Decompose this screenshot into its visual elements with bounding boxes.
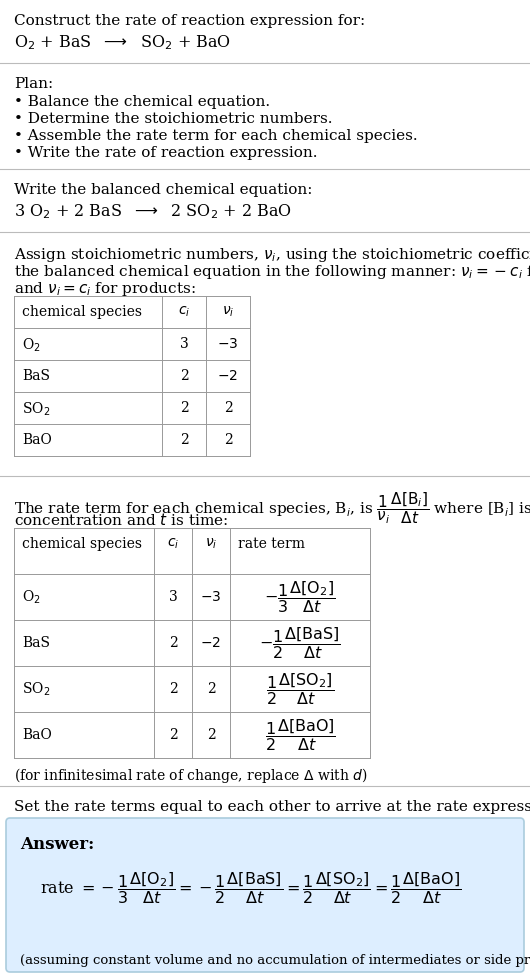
Text: Write the balanced chemical equation:: Write the balanced chemical equation: <box>14 183 313 197</box>
Text: Assign stoichiometric numbers, $\nu_i$, using the stoichiometric coefficients, $: Assign stoichiometric numbers, $\nu_i$, … <box>14 246 530 264</box>
Text: $c_i$: $c_i$ <box>178 305 190 319</box>
Text: 2: 2 <box>169 636 178 650</box>
Text: $\nu_i$: $\nu_i$ <box>205 537 217 551</box>
Text: O$_2$: O$_2$ <box>22 589 41 606</box>
Text: 2: 2 <box>224 401 232 415</box>
Text: $-2$: $-2$ <box>217 369 238 383</box>
Text: • Determine the stoichiometric numbers.: • Determine the stoichiometric numbers. <box>14 112 332 126</box>
Text: 2: 2 <box>207 682 215 696</box>
Text: $-3$: $-3$ <box>200 590 222 604</box>
Text: 2: 2 <box>207 728 215 742</box>
Text: 3: 3 <box>180 337 188 351</box>
Text: • Write the rate of reaction expression.: • Write the rate of reaction expression. <box>14 146 317 160</box>
Text: 3 O$_2$ + 2 BaS  $\longrightarrow$  2 SO$_2$ + 2 BaO: 3 O$_2$ + 2 BaS $\longrightarrow$ 2 SO$_… <box>14 202 292 221</box>
FancyBboxPatch shape <box>6 818 524 972</box>
Text: chemical species: chemical species <box>22 305 142 319</box>
Text: BaS: BaS <box>22 369 50 383</box>
Text: $\dfrac{1}{2}\dfrac{\Delta[\mathrm{SO_2}]}{\Delta t}$: $\dfrac{1}{2}\dfrac{\Delta[\mathrm{SO_2}… <box>266 671 334 707</box>
Text: 2: 2 <box>224 433 232 447</box>
Text: the balanced chemical equation in the following manner: $\nu_i = -c_i$ for react: the balanced chemical equation in the fo… <box>14 263 530 281</box>
Text: 2: 2 <box>169 728 178 742</box>
Text: $-\dfrac{1}{2}\dfrac{\Delta[\mathrm{BaS}]}{\Delta t}$: $-\dfrac{1}{2}\dfrac{\Delta[\mathrm{BaS}… <box>259 625 341 661</box>
Text: (assuming constant volume and no accumulation of intermediates or side products): (assuming constant volume and no accumul… <box>20 954 530 967</box>
Text: $-3$: $-3$ <box>217 337 238 351</box>
Text: 2: 2 <box>180 401 188 415</box>
Text: and $\nu_i = c_i$ for products:: and $\nu_i = c_i$ for products: <box>14 280 196 298</box>
Text: O$_2$: O$_2$ <box>22 337 41 354</box>
Text: O$_2$ + BaS  $\longrightarrow$  SO$_2$ + BaO: O$_2$ + BaS $\longrightarrow$ SO$_2$ + B… <box>14 33 231 52</box>
Text: $-\dfrac{1}{3}\dfrac{\Delta[\mathrm{O_2}]}{\Delta t}$: $-\dfrac{1}{3}\dfrac{\Delta[\mathrm{O_2}… <box>264 579 335 615</box>
Text: 2: 2 <box>180 369 188 383</box>
Text: $\nu_i$: $\nu_i$ <box>222 305 234 319</box>
Text: $-2$: $-2$ <box>200 636 222 650</box>
Text: 2: 2 <box>180 433 188 447</box>
Text: (for infinitesimal rate of change, replace $\Delta$ with $d$): (for infinitesimal rate of change, repla… <box>14 766 368 785</box>
Text: 3: 3 <box>169 590 178 604</box>
Text: The rate term for each chemical species, B$_i$, is $\dfrac{1}{\nu_i}\dfrac{\Delt: The rate term for each chemical species,… <box>14 490 530 526</box>
Text: SO$_2$: SO$_2$ <box>22 401 50 419</box>
Text: BaO: BaO <box>22 728 52 742</box>
Text: • Assemble the rate term for each chemical species.: • Assemble the rate term for each chemic… <box>14 129 418 143</box>
Text: • Balance the chemical equation.: • Balance the chemical equation. <box>14 95 270 109</box>
Text: Set the rate terms equal to each other to arrive at the rate expression:: Set the rate terms equal to each other t… <box>14 800 530 814</box>
Text: rate $= -\dfrac{1}{3}\dfrac{\Delta[\mathrm{O_2}]}{\Delta t} = -\dfrac{1}{2}\dfra: rate $= -\dfrac{1}{3}\dfrac{\Delta[\math… <box>40 870 462 906</box>
Text: BaO: BaO <box>22 433 52 447</box>
Text: SO$_2$: SO$_2$ <box>22 680 50 698</box>
Text: $\dfrac{1}{2}\dfrac{\Delta[\mathrm{BaO}]}{\Delta t}$: $\dfrac{1}{2}\dfrac{\Delta[\mathrm{BaO}]… <box>264 717 335 753</box>
Text: $c_i$: $c_i$ <box>167 537 179 551</box>
Text: Answer:: Answer: <box>20 836 94 853</box>
Text: concentration and $t$ is time:: concentration and $t$ is time: <box>14 512 228 528</box>
Text: 2: 2 <box>169 682 178 696</box>
Text: Plan:: Plan: <box>14 77 53 91</box>
Text: rate term: rate term <box>238 537 305 551</box>
Text: BaS: BaS <box>22 636 50 650</box>
Text: chemical species: chemical species <box>22 537 142 551</box>
Text: Construct the rate of reaction expression for:: Construct the rate of reaction expressio… <box>14 14 365 28</box>
